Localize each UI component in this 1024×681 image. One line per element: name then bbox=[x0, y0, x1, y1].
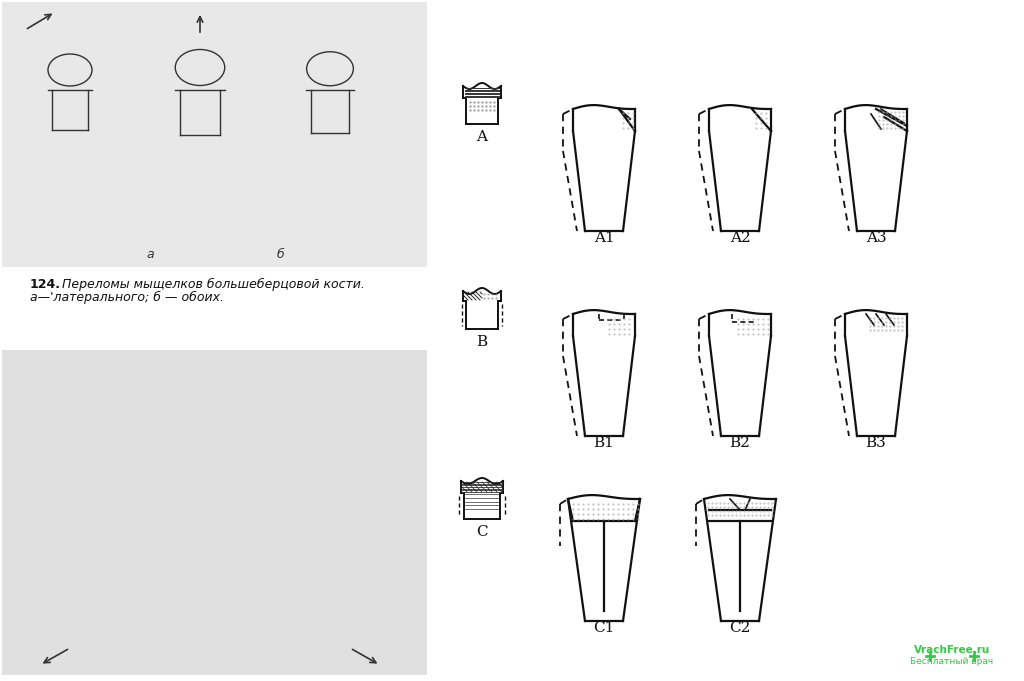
Text: C1: C1 bbox=[593, 621, 614, 635]
Text: B3: B3 bbox=[865, 436, 887, 450]
Text: B: B bbox=[476, 335, 487, 349]
Text: A3: A3 bbox=[865, 231, 887, 245]
Text: Бесплатный врач: Бесплатный врач bbox=[910, 657, 993, 667]
Text: B2: B2 bbox=[729, 436, 751, 450]
Text: A: A bbox=[476, 130, 487, 144]
Text: A2: A2 bbox=[730, 231, 751, 245]
Text: A1: A1 bbox=[594, 231, 614, 245]
Text: а: а bbox=[146, 249, 154, 262]
Text: Переломы мыщелков большеберцовой кости.: Переломы мыщелков большеберцовой кости. bbox=[58, 278, 365, 291]
FancyBboxPatch shape bbox=[2, 2, 427, 267]
Text: C2: C2 bbox=[729, 621, 751, 635]
Text: B1: B1 bbox=[594, 436, 614, 450]
FancyBboxPatch shape bbox=[2, 350, 427, 675]
Text: 124.: 124. bbox=[30, 278, 61, 291]
Text: VrachFree.ru: VrachFree.ru bbox=[913, 645, 990, 655]
Text: C: C bbox=[476, 525, 487, 539]
Text: а—'латерального; б — обоих.: а—'латерального; б — обоих. bbox=[30, 291, 224, 304]
Text: б: б bbox=[276, 249, 284, 262]
